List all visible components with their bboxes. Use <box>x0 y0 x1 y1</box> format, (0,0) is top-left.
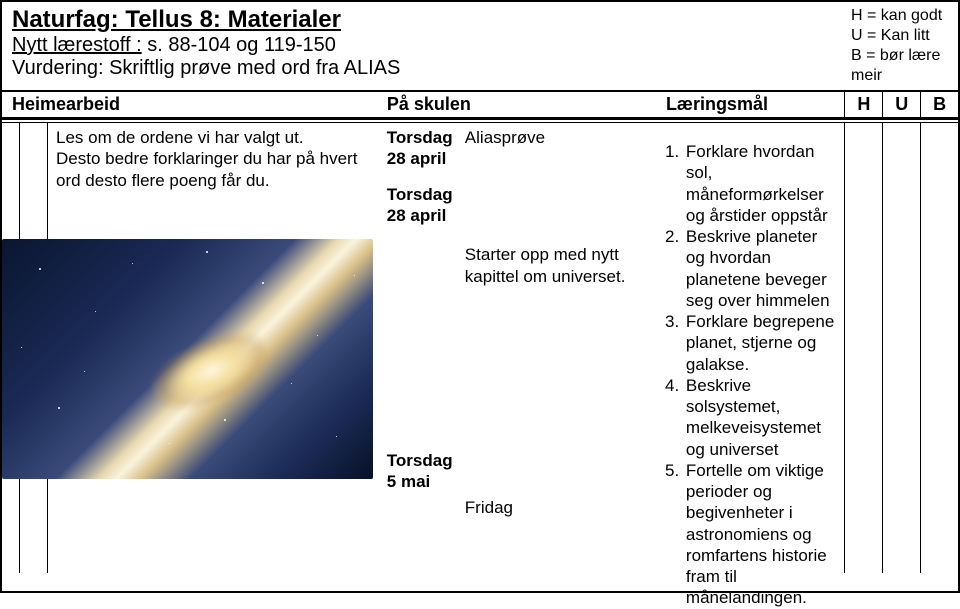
column-headers: Heimearbeid På skulen Læringsmål H U B <box>2 92 958 119</box>
star-icon <box>291 383 292 384</box>
content-col-u <box>882 123 920 573</box>
date-1: Torsdag 28 april <box>387 127 457 170</box>
spacer <box>465 148 654 244</box>
paskulen-desc-column: Aliasprøve Starter opp med nytt kapittel… <box>461 123 660 573</box>
title-vurdering: Vurdering: Skriftlig prøve med ord fra A… <box>12 57 833 80</box>
header-left: Naturfag: Tellus 8: Materialer Nytt lære… <box>2 2 843 90</box>
legend-h: H = kan godt <box>851 6 950 26</box>
spacer <box>387 240 457 450</box>
goal-1: Forklare hvordan sol, måneformørkelser o… <box>684 141 840 226</box>
col-header-laeringsmaal: Læringsmål <box>660 92 844 117</box>
heime-text-1: Les om de ordene vi har valgt ut. <box>56 127 373 148</box>
goals-list: Forklare hvordan sol, måneformørkelser o… <box>662 141 840 609</box>
col-header-paskulen: På skulen <box>381 92 660 117</box>
legend-b: B = bør lære meir <box>851 46 950 86</box>
title-sub-label: Nytt lærestoff : <box>12 34 142 56</box>
spacer <box>465 287 654 497</box>
heime-text-2: Desto bedre forklaringer du har på hvert… <box>56 148 373 191</box>
galaxy-core <box>144 318 278 423</box>
spacer <box>662 127 840 141</box>
star-icon <box>84 371 85 372</box>
star-icon <box>132 263 133 264</box>
star-icon <box>336 436 337 437</box>
col-header-heimearbeid: Heimearbeid <box>2 92 381 117</box>
paskulen-dates-column: Torsdag 28 april Torsdag 28 april Torsda… <box>381 123 461 573</box>
document-page: Naturfag: Tellus 8: Materialer Nytt lære… <box>0 0 960 593</box>
star-icon <box>224 419 226 421</box>
header-row: Naturfag: Tellus 8: Materialer Nytt lære… <box>2 2 958 92</box>
content-col-h <box>844 123 882 573</box>
col-header-u: U <box>882 92 920 117</box>
date-3: Torsdag 5 mai <box>387 450 457 493</box>
goal-3: Forklare begrepene planet, stjerne og ga… <box>684 311 840 375</box>
content-col-b <box>920 123 958 573</box>
goal-5: Fortelle om viktige perioder og begivenh… <box>684 460 840 609</box>
star-icon <box>39 268 41 270</box>
star-icon <box>206 251 208 253</box>
goal-4: Beskrive solsystemet, melkeveisystemet o… <box>684 375 840 460</box>
title-main: Naturfag: Tellus 8: Materialer <box>12 6 833 34</box>
star-icon <box>95 311 96 312</box>
desc-3: Fridag <box>465 497 654 518</box>
content-laeringsmaal: Forklare hvordan sol, måneformørkelser o… <box>660 123 844 573</box>
star-icon <box>21 347 22 348</box>
desc-1: Aliasprøve <box>465 127 654 148</box>
title-sub-row: Nytt lærestoff : s. 88-104 og 119-150 <box>12 34 833 57</box>
date-2: Torsdag 28 april <box>387 184 457 227</box>
content-paskulen: Torsdag 28 april Torsdag 28 april Torsda… <box>381 123 660 573</box>
title-sub-pages: s. 88-104 og 119-150 <box>142 34 336 56</box>
content-row: Les om de ordene vi har valgt ut. Desto … <box>2 123 958 573</box>
desc-2: Starter opp med nytt kapittel om univers… <box>465 244 654 287</box>
legend-u: U = Kan litt <box>851 26 950 46</box>
col-header-b: B <box>920 92 958 117</box>
content-heimearbeid: Les om de ordene vi har valgt ut. Desto … <box>2 123 381 573</box>
star-icon <box>169 443 170 444</box>
star-icon <box>354 275 355 276</box>
col-header-h: H <box>844 92 882 117</box>
goal-2: Beskrive planeter og hvordan planetene b… <box>684 226 840 311</box>
star-icon <box>317 335 318 336</box>
star-icon <box>262 282 264 284</box>
star-icon <box>58 407 60 409</box>
galaxy-image <box>2 239 373 479</box>
legend-box: H = kan godt U = Kan litt B = bør lære m… <box>843 2 958 90</box>
heime-text-cell: Les om de ordene vi har valgt ut. Desto … <box>48 123 381 573</box>
